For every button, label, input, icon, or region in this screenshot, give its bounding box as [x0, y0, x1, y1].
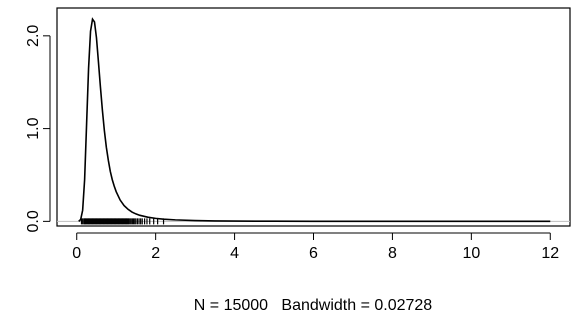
- x-tick-label: 12: [541, 245, 559, 262]
- plot-frame: [56, 7, 571, 227]
- x-tick-label: 2: [151, 245, 160, 262]
- x-tick-label: 8: [388, 245, 397, 262]
- y-tick-label: 0.0: [25, 210, 42, 232]
- density-curve: [78, 17, 551, 223]
- x-tick-label: 0: [72, 245, 81, 262]
- x-tick-label: 6: [309, 245, 318, 262]
- x-tick-label: 4: [230, 245, 239, 262]
- y-tick-label: 2.0: [25, 25, 42, 47]
- y-axis: 0.0 1.0 2.0: [25, 25, 51, 232]
- x-axis: 0 2 4 6 8 10 12: [72, 232, 559, 262]
- y-tick-label: 1.0: [25, 117, 42, 139]
- x-axis-title: N = 15000 Bandwidth = 0.02728: [194, 297, 433, 314]
- x-tick-label: 10: [462, 245, 480, 262]
- rug-marks: [80, 218, 165, 225]
